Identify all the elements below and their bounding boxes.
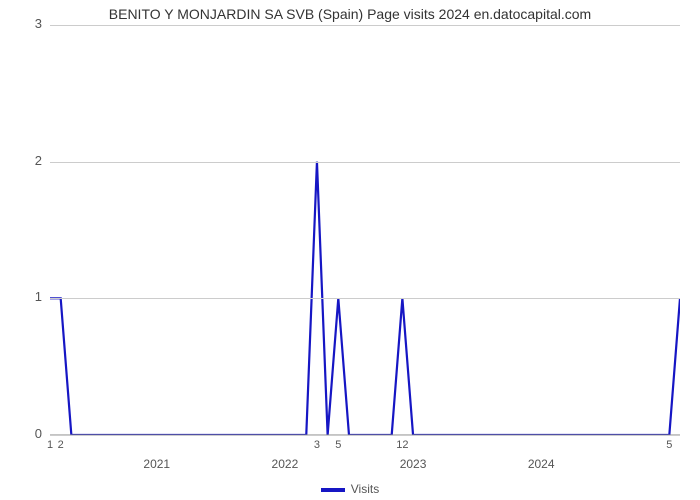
legend-swatch (321, 488, 345, 492)
y-tick-label: 1 (12, 289, 42, 304)
y-tick-label: 2 (12, 153, 42, 168)
chart-container: BENITO Y MONJARDIN SA SVB (Spain) Page v… (0, 0, 700, 500)
x-month-label: 12 (396, 439, 408, 451)
legend-label: Visits (351, 482, 379, 496)
x-month-label: 5 (666, 439, 672, 451)
chart-title: BENITO Y MONJARDIN SA SVB (Spain) Page v… (0, 6, 700, 22)
x-year-label: 2022 (272, 457, 299, 471)
gridline-h (50, 162, 680, 163)
y-tick-label: 0 (12, 426, 42, 441)
y-tick-label: 3 (12, 16, 42, 31)
x-year-label: 2021 (143, 457, 170, 471)
plot-area (50, 25, 680, 435)
gridline-h (50, 25, 680, 26)
gridline-h (50, 435, 680, 436)
x-year-label: 2024 (528, 457, 555, 471)
legend: Visits (0, 482, 700, 496)
gridline-h (50, 298, 680, 299)
x-month-label: 3 (314, 439, 320, 451)
x-month-label: 2 (58, 439, 64, 451)
x-year-label: 2023 (400, 457, 427, 471)
x-month-label: 5 (335, 439, 341, 451)
x-month-label: 1 (47, 439, 53, 451)
chart-svg (50, 25, 680, 435)
